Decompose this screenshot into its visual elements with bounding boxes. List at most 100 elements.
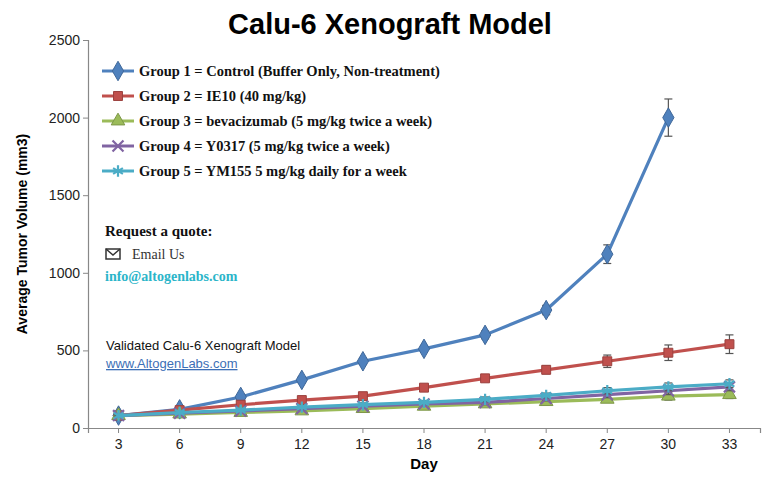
marker: [297, 401, 307, 412]
y-tick-label: 2000: [49, 110, 80, 126]
marker: [664, 348, 673, 357]
marker: [114, 410, 124, 421]
marker: [725, 340, 734, 349]
y-tick-mark: [83, 273, 88, 274]
x-tick: 24: [538, 428, 554, 452]
x-tick-label: 6: [176, 436, 184, 452]
x-tick: 12: [294, 428, 310, 452]
marker: [542, 365, 551, 374]
y-tick-label: 500: [57, 342, 81, 358]
y-tick-mark: [83, 428, 88, 429]
series-line: [119, 344, 730, 415]
y-tick-label: 1500: [49, 187, 80, 203]
legend-marker: [113, 165, 123, 176]
marker: [420, 383, 429, 392]
x-axis-line: [89, 429, 761, 434]
x-tick-mark: [607, 428, 608, 433]
y-tick: 2000: [49, 110, 88, 126]
x-tick: 27: [599, 428, 615, 452]
y-axis-line: [83, 41, 89, 429]
x-tick-label: 12: [294, 436, 310, 452]
legend-item: Group 2 = IE10 (40 mg/kg): [102, 88, 306, 105]
error-bar: [725, 335, 733, 354]
marker: [602, 244, 613, 264]
marker: [663, 108, 674, 128]
marker: [663, 381, 673, 392]
legend-label: Group 1 = Control (Buffer Only, Non-trea…: [139, 63, 440, 80]
x-tick-mark: [424, 428, 425, 433]
x-tick: 15: [355, 428, 371, 452]
marker: [358, 399, 368, 410]
x-tick-label: 3: [115, 436, 123, 452]
y-tick-mark: [83, 195, 88, 196]
legend-label: Group 3 = bevacizumab (5 mg/kg twice a w…: [139, 113, 432, 130]
marker: [296, 370, 307, 390]
marker: [236, 404, 246, 415]
annotation: Email Us: [132, 247, 185, 262]
x-tick: 30: [661, 428, 677, 452]
legend-item: Group 1 = Control (Buffer Only, Non-trea…: [102, 61, 440, 81]
x-tick-label: 33: [722, 436, 738, 452]
plot-area: [112, 99, 737, 425]
series: [112, 387, 737, 420]
annotation: Validated Calu-6 Xenograft Model: [106, 338, 300, 353]
annotations: Request a quote:Email Usinfo@altogenlabs…: [105, 223, 300, 371]
legend-label: Group 4 = Y0317 (5 mg/kg twice a week): [139, 138, 390, 155]
marker: [418, 339, 429, 359]
legend-item: Group 3 = bevacizumab (5 mg/kg twice a w…: [102, 113, 432, 130]
x-axis: 3691215182124273033: [89, 428, 761, 452]
series-line: [119, 384, 730, 416]
email-icon: [106, 249, 120, 259]
x-tick-label: 24: [538, 436, 554, 452]
x-tick-mark: [485, 428, 486, 433]
legend-marker: [114, 92, 123, 101]
y-tick: 1000: [49, 265, 88, 281]
y-tick-label: 1000: [49, 265, 80, 281]
y-tick-mark: [83, 118, 88, 119]
y-tick-mark: [83, 350, 88, 351]
y-tick-mark: [83, 40, 88, 41]
x-tick-mark: [179, 428, 180, 433]
chart: Calu-6 Xenograft Model 0 500 1000 1500 2000 25…: [0, 0, 768, 480]
y-axis: 0 500 1000 1500 2000 2500: [49, 32, 89, 436]
marker: [603, 357, 612, 366]
x-tick: 21: [477, 428, 493, 452]
x-tick: 9: [237, 428, 245, 452]
series: [113, 99, 674, 425]
y-tick: 0: [72, 420, 88, 436]
annotation: info@altogenlabs.com: [105, 269, 238, 284]
marker: [419, 397, 429, 408]
x-tick-mark: [362, 428, 363, 433]
legend-marker: [113, 141, 124, 152]
x-tick-mark: [668, 428, 669, 433]
legend-label: Group 2 = IE10 (40 mg/kg): [139, 88, 306, 105]
legend: Group 1 = Control (Buffer Only, Non-trea…: [102, 61, 440, 179]
x-tick-mark: [546, 428, 547, 433]
marker: [175, 407, 185, 418]
x-tick-mark: [301, 428, 302, 433]
marker: [481, 374, 490, 383]
marker: [602, 385, 612, 396]
error-bar: [664, 345, 672, 361]
legend-marker: [112, 61, 123, 81]
marker: [357, 352, 368, 372]
title: Calu-6 Xenograft Model: [228, 8, 552, 40]
annotation: www.AltogenLabs.com: [105, 356, 238, 371]
y-axis-title: Average Tumor Volume (mm3): [14, 134, 30, 334]
y-tick: 500: [57, 342, 88, 358]
series: [114, 378, 735, 421]
y-tick-label: 2500: [49, 32, 80, 48]
x-tick: 6: [176, 428, 184, 452]
x-tick-mark: [240, 428, 241, 433]
legend-marker: [111, 113, 125, 125]
y-tick: 1500: [49, 187, 88, 203]
legend-item: Group 4 = Y0317 (5 mg/kg twice a week): [102, 138, 390, 155]
legend-item: Group 5 = YM155 5 mg/kg daily for a week: [102, 163, 408, 179]
x-tick-label: 30: [661, 436, 677, 452]
x-axis-title: Day: [410, 455, 438, 472]
marker: [541, 300, 552, 320]
x-tick-mark: [118, 428, 119, 433]
error-bar: [542, 366, 550, 374]
y-tick-label: 0: [72, 420, 80, 436]
x-tick: 3: [115, 428, 123, 452]
